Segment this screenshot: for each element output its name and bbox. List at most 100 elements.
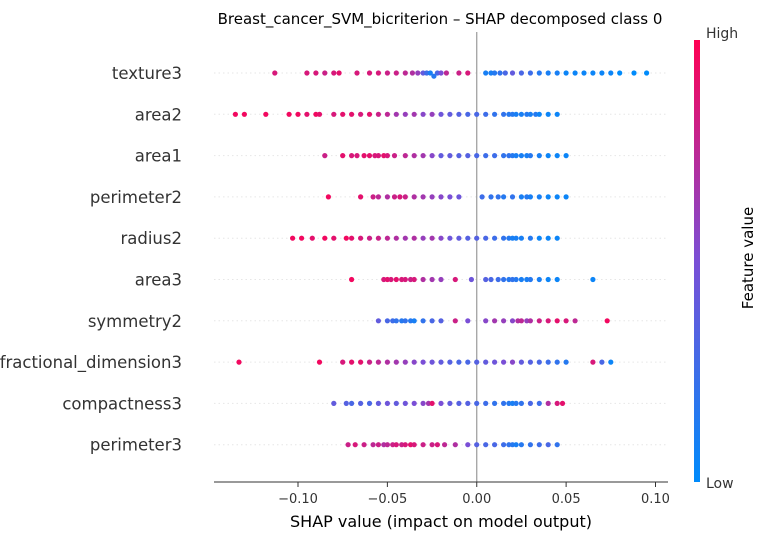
shap-dot <box>599 70 605 76</box>
shap-dot <box>509 194 516 200</box>
shap-dot <box>506 442 512 448</box>
shap-dot <box>361 442 367 448</box>
shap-dot <box>590 276 596 283</box>
shap-dot <box>304 70 310 76</box>
shap-dot <box>483 70 489 76</box>
shap-dot <box>290 235 296 241</box>
shap-dot <box>358 359 364 365</box>
shap-dot <box>483 276 489 283</box>
shap-dot <box>358 194 364 200</box>
shap-dot <box>545 70 551 76</box>
shap-dot <box>554 111 560 117</box>
shap-dot <box>518 194 525 200</box>
shap-dot <box>349 359 355 365</box>
shap-dot <box>331 70 337 76</box>
shap-dot <box>411 111 417 117</box>
shap-dot <box>424 70 430 76</box>
shap-dot <box>501 111 507 117</box>
shap-dot <box>420 318 426 324</box>
x-tick-label: −0.10 <box>278 492 318 507</box>
shap-dot <box>370 194 376 200</box>
shap-dot <box>536 276 542 283</box>
shap-dot <box>506 235 512 241</box>
shap-dot <box>272 70 278 76</box>
shap-dot <box>420 70 426 76</box>
shap-dot <box>536 318 542 324</box>
shap-dot <box>402 70 408 76</box>
shap-dot <box>402 194 408 200</box>
shap-dot <box>518 235 525 241</box>
shap-dot <box>393 400 399 406</box>
shap-dot <box>513 111 519 117</box>
shap-dot <box>391 153 398 159</box>
shap-dot <box>513 400 519 406</box>
shap-dot <box>352 442 358 448</box>
shap-dot <box>604 318 610 324</box>
shap-dot <box>375 153 381 159</box>
shap-dot <box>518 153 525 159</box>
shap-dot <box>545 400 551 406</box>
shap-dot <box>492 318 498 324</box>
shap-dot <box>408 442 414 448</box>
shap-dot <box>391 194 398 200</box>
shap-dot <box>509 359 516 365</box>
shap-dot <box>608 359 614 365</box>
shap-dot <box>384 400 390 406</box>
shap-dot <box>483 235 489 241</box>
shap-dot <box>390 318 396 324</box>
chart-title: Breast_cancer_SVM_bicriterion – SHAP dec… <box>218 10 663 29</box>
shap-dot <box>313 111 319 117</box>
shap-dot <box>524 111 530 117</box>
shap-dot <box>465 153 471 159</box>
shap-dot <box>479 194 485 200</box>
shap-dot <box>366 400 373 406</box>
shap-dot <box>518 111 525 117</box>
shap-dot <box>408 318 414 324</box>
shap-dot <box>366 70 373 76</box>
shap-dot <box>384 111 390 117</box>
shap-dot <box>513 153 519 159</box>
shap-dot <box>483 318 489 324</box>
shap-dot <box>518 400 525 406</box>
shap-dot <box>343 400 349 406</box>
shap-dot <box>488 276 494 283</box>
shap-dot <box>474 153 480 159</box>
shap-dot <box>393 70 399 76</box>
shap-dot <box>492 400 498 406</box>
shap-dot <box>554 70 560 76</box>
shap-dot <box>309 235 315 241</box>
shap-dot <box>438 276 444 283</box>
shap-dot <box>322 235 328 241</box>
shap-dot <box>370 442 376 448</box>
shap-dot <box>340 359 346 365</box>
shap-dot <box>384 276 390 283</box>
shap-dot <box>590 359 596 365</box>
shap-dot <box>420 400 426 406</box>
shap-dot <box>358 235 364 241</box>
shap-dot <box>465 70 471 76</box>
shap-dot <box>431 73 437 79</box>
shap-dot <box>322 153 328 159</box>
shap-dot <box>438 235 444 241</box>
shap-dot <box>438 111 444 117</box>
shap-dot <box>536 153 542 159</box>
shap-dot <box>393 276 399 283</box>
shap-dot <box>415 70 421 76</box>
shap-dot <box>554 235 560 241</box>
shap-dot <box>411 235 417 241</box>
shap-dot <box>456 70 462 76</box>
shap-dot <box>241 111 247 117</box>
feature-gridlines <box>214 72 668 446</box>
shap-dot <box>506 276 512 283</box>
shap-dot <box>411 276 417 283</box>
shap-dot <box>545 194 551 200</box>
shap-dot <box>524 153 530 159</box>
shap-dot <box>375 111 381 117</box>
shap-dot <box>393 111 399 117</box>
x-axis-ticks: −0.10 −0.05 0.00 0.05 0.10 <box>278 482 670 507</box>
colorbar-low-label: Low <box>706 476 734 492</box>
shap-dot <box>420 359 426 365</box>
shap-dot <box>501 318 507 324</box>
shap-dot <box>384 442 390 448</box>
shap-dot <box>408 276 414 283</box>
